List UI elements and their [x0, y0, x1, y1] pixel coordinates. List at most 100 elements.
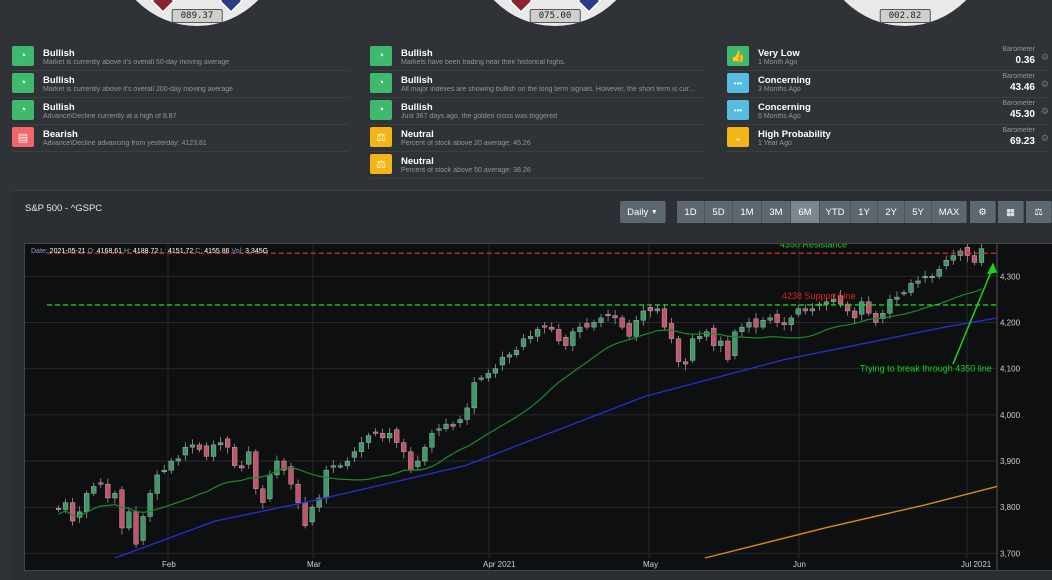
gauge-readout: 002.82	[879, 9, 931, 23]
range-button-5y[interactable]: 5Y	[905, 201, 932, 223]
candle	[450, 423, 456, 427]
candle	[133, 511, 139, 545]
indicator-row: ••• Concerning 6 Months Ago Barometer 45.…	[727, 98, 1049, 125]
candle	[302, 502, 308, 526]
gear-icon[interactable]: ⚙	[1040, 133, 1049, 143]
barometer-value: 43.46	[1009, 82, 1035, 93]
candle	[908, 283, 914, 293]
candle	[471, 382, 477, 409]
candle	[105, 483, 111, 499]
candle	[964, 247, 970, 256]
candle	[563, 337, 569, 346]
candle	[823, 301, 830, 305]
speedometer-icon: ◔	[12, 73, 34, 93]
indicator-description: All major indexes are showing bullish on…	[401, 86, 695, 93]
balance-icon[interactable]: ⚖	[1026, 201, 1052, 223]
y-tick-label: 3,900	[1000, 457, 1021, 466]
range-button-5d[interactable]: 5D	[705, 201, 733, 223]
indicator-column-1: ◔ Bullish Market is currently above it's…	[12, 44, 348, 152]
gear-icon[interactable]: ⚙	[1040, 79, 1049, 89]
indicator-column-2: ◔ Bullish Markets have been trading near…	[370, 44, 706, 179]
gear-icon[interactable]: ⚙	[970, 201, 996, 223]
chart-svg[interactable]: 4,300 4,200 4,100 4,000 3,900 3,800 3,700 Feb Ma…	[25, 239, 1052, 570]
indicator-status: Bullish	[43, 75, 75, 86]
indicator-row: ◔ Bullish Market is currently above it's…	[12, 44, 348, 71]
candle	[675, 338, 682, 362]
barometer-label: Barometer	[1002, 100, 1035, 107]
candle	[429, 433, 435, 448]
candle	[760, 319, 766, 328]
gear-icon[interactable]: ⚙	[1040, 52, 1049, 62]
barometer-label: Barometer	[1002, 73, 1035, 80]
indicator-description: 3 Months Ago	[758, 86, 801, 93]
x-tick-label: Jun	[793, 560, 806, 569]
candle	[577, 326, 583, 332]
indicator-row: ◔ Bullish Markets have been trading near…	[370, 44, 706, 71]
dots-icon: •••	[727, 73, 749, 93]
arrow-head	[987, 262, 997, 275]
candle	[401, 442, 407, 452]
candle	[91, 486, 97, 494]
interval-dropdown[interactable]: Daily ▼	[620, 201, 666, 223]
range-button-6m[interactable]: 6M	[791, 201, 820, 223]
candle	[936, 269, 942, 277]
candle	[915, 280, 921, 284]
gear-icon[interactable]: ⚙	[1040, 106, 1049, 116]
x-tick-label: Jul 2021	[961, 560, 992, 569]
candle	[330, 465, 336, 468]
candle	[126, 511, 132, 529]
candle	[640, 310, 646, 321]
candle	[344, 460, 350, 466]
candle	[774, 313, 780, 323]
indicator-status: Bullish	[43, 48, 75, 59]
indicator-status: Neutral	[401, 156, 434, 167]
candle	[527, 336, 534, 339]
range-button-max[interactable]: MAX	[932, 201, 967, 223]
indicator-description: Just 367 days ago, the golden cross was …	[401, 113, 558, 120]
indicator-row: ▤ Bearish Advance\Decline advancing from…	[12, 125, 348, 152]
range-button-3m[interactable]: 3M	[762, 201, 791, 223]
range-button-1m[interactable]: 1M	[733, 201, 762, 223]
candle	[175, 458, 181, 462]
annotation-arrow	[952, 266, 994, 365]
speedometer-icon: ◔	[370, 46, 392, 66]
candle	[281, 460, 287, 471]
calculator-icon[interactable]: ▦	[998, 201, 1024, 223]
y-tick-label: 4,200	[1000, 319, 1021, 328]
candle	[62, 502, 69, 510]
gauge-readout: 075.00	[529, 9, 581, 23]
candle	[901, 292, 907, 295]
candle	[210, 444, 217, 457]
candle	[852, 310, 858, 319]
indicator-description: 1 Month Ago	[758, 59, 798, 66]
barometer-value: 69.23	[1009, 136, 1035, 147]
range-button-1d[interactable]: 1D	[677, 201, 705, 223]
candle	[485, 373, 491, 379]
range-button-2y[interactable]: 2Y	[878, 201, 905, 223]
speedometer-icon: ◔	[12, 46, 34, 66]
gauge-1: 089.37	[112, 0, 282, 26]
y-tick-label: 4,100	[1000, 365, 1021, 374]
candle	[520, 338, 527, 347]
range-button-1y[interactable]: 1Y	[851, 201, 878, 223]
candle	[147, 493, 153, 517]
price-chart[interactable]: 4,300 4,200 4,100 4,000 3,900 3,800 3,700 Feb Ma…	[24, 239, 1052, 571]
speedometer-icon: ◔	[370, 100, 392, 120]
candle	[182, 446, 188, 456]
ohlc-legend: Date: 2021-05-21 O: 4168.61 H: 4188.72 L…	[31, 248, 268, 255]
indicator-row: 👍 Very Low 1 Month Ago Barometer 0.36 ⚙	[727, 44, 1049, 71]
indicator-row: ◔ Bullish All major indexes are showing …	[370, 71, 706, 98]
candle	[873, 313, 879, 323]
indicator-row: ◔ Bullish Advance\Decline currently at a…	[12, 98, 348, 125]
candle	[711, 327, 717, 346]
gauge-3: 002.82	[820, 0, 990, 26]
range-button-ytd[interactable]: YTD	[820, 201, 851, 223]
candle	[232, 446, 238, 466]
candle	[978, 248, 985, 263]
candle	[119, 489, 125, 529]
indicator-status: Concerning	[758, 102, 811, 113]
candle	[225, 438, 231, 448]
candle	[506, 354, 513, 358]
candle	[922, 276, 928, 279]
candle	[859, 301, 865, 315]
